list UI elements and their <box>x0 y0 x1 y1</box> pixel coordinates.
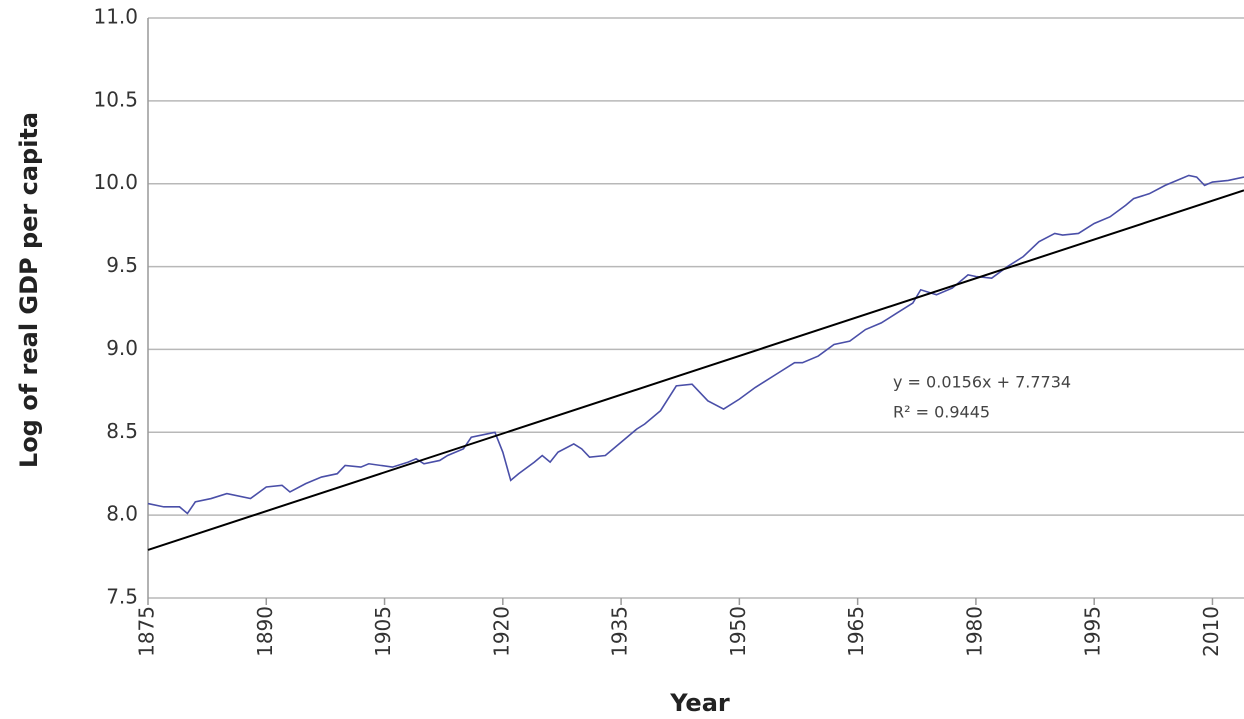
annotation: R² = 0.9445 <box>893 403 990 422</box>
y-tick-label: 7.5 <box>106 585 138 609</box>
x-tick-label: 1995 <box>1081 606 1105 657</box>
x-tick-label: 1875 <box>135 606 159 657</box>
x-tick-label: 1905 <box>371 606 395 657</box>
x-tick-label: 1920 <box>489 606 513 657</box>
y-tick-label: 10.0 <box>93 170 138 194</box>
x-tick-label: 1980 <box>962 606 986 657</box>
y-tick-label: 8.0 <box>106 502 138 526</box>
annotation: y = 0.0156x + 7.7734 <box>893 373 1071 392</box>
data-line <box>147 189 1244 551</box>
y-tick-label: 9.0 <box>106 336 138 360</box>
y-tick-label: 9.5 <box>106 253 138 277</box>
x-tick-label: 1950 <box>726 606 750 657</box>
y-tick-label: 8.5 <box>106 419 138 443</box>
y-tick-label: 11.0 <box>93 5 138 29</box>
data-line <box>147 174 1244 515</box>
x-tick-label: 1965 <box>844 606 868 657</box>
y-tick-label: 10.5 <box>93 87 138 111</box>
x-tick-label: 1935 <box>608 606 632 657</box>
x-tick-label: 2010 <box>1199 606 1223 657</box>
x-axis-title: Year <box>669 689 730 717</box>
y-axis-title: Log of real GDP per capita <box>15 112 43 468</box>
x-tick-label: 1890 <box>253 606 277 657</box>
